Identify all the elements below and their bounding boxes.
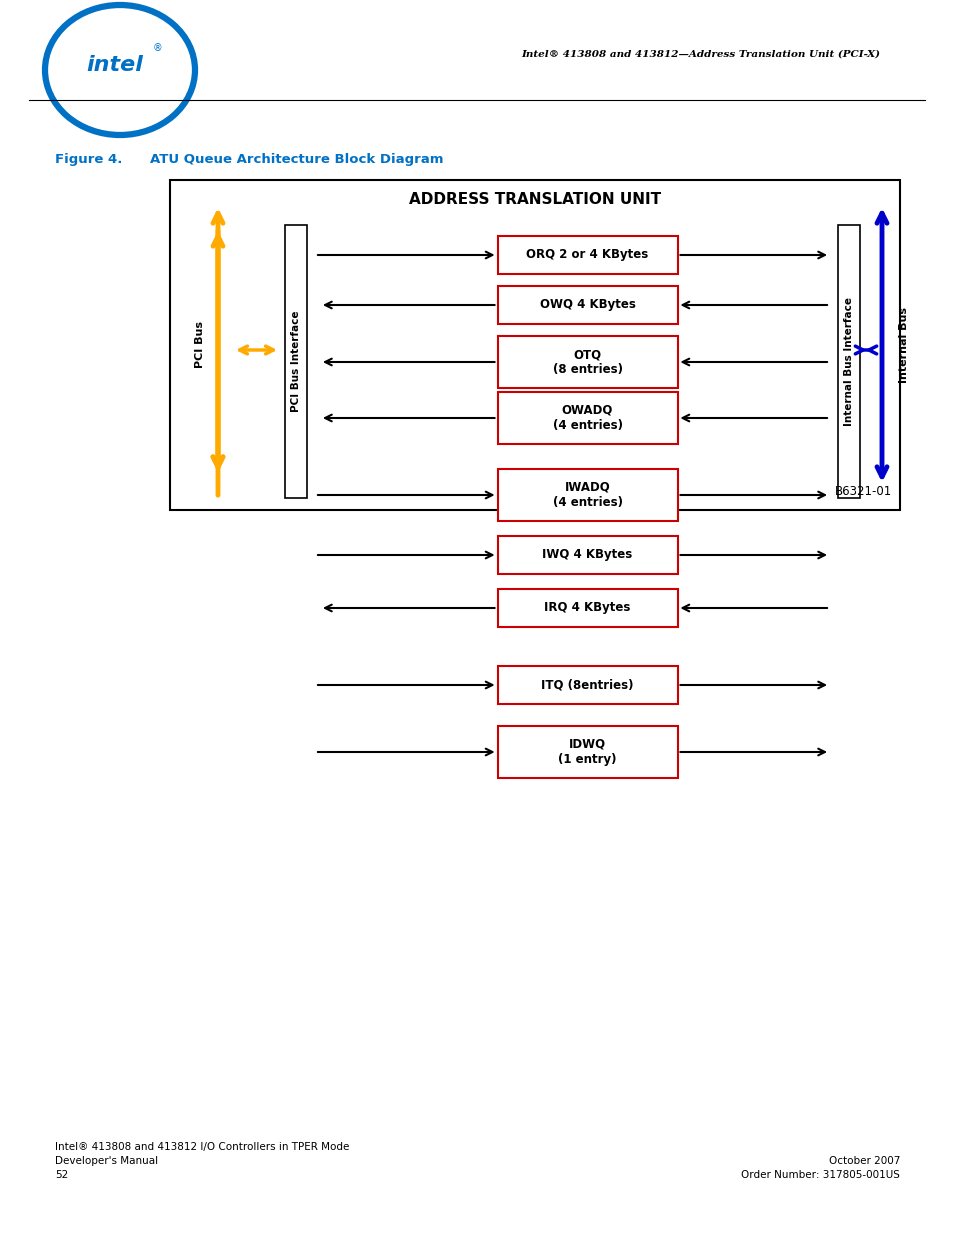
- Text: Figure 4.: Figure 4.: [55, 153, 122, 165]
- Text: ITQ (8entries): ITQ (8entries): [540, 678, 633, 692]
- Bar: [285, 225, 307, 498]
- Text: PCI Bus: PCI Bus: [194, 321, 205, 368]
- FancyBboxPatch shape: [497, 536, 677, 574]
- FancyBboxPatch shape: [497, 726, 677, 778]
- FancyBboxPatch shape: [497, 589, 677, 627]
- Text: OTQ
(8 entries): OTQ (8 entries): [552, 348, 622, 375]
- Text: Internal Bus Interface: Internal Bus Interface: [843, 296, 853, 426]
- Text: Internal Bus: Internal Bus: [898, 308, 908, 383]
- Text: B6321-01: B6321-01: [834, 485, 891, 498]
- FancyBboxPatch shape: [497, 666, 677, 704]
- Text: ®: ®: [153, 43, 163, 53]
- Text: intel: intel: [87, 56, 143, 75]
- Text: ATU Queue Architecture Block Diagram: ATU Queue Architecture Block Diagram: [150, 153, 443, 165]
- Ellipse shape: [60, 20, 180, 120]
- Text: Intel® 413808 and 413812—Address Translation Unit (PCI-X): Intel® 413808 and 413812—Address Transla…: [520, 49, 879, 59]
- FancyBboxPatch shape: [497, 336, 677, 388]
- Text: Intel® 413808 and 413812 I/O Controllers in TPER Mode
Developer's Manual
52: Intel® 413808 and 413812 I/O Controllers…: [55, 1142, 349, 1179]
- FancyBboxPatch shape: [497, 236, 677, 274]
- Text: ADDRESS TRANSLATION UNIT: ADDRESS TRANSLATION UNIT: [409, 191, 660, 207]
- Text: IDWQ
(1 entry): IDWQ (1 entry): [558, 739, 616, 766]
- FancyBboxPatch shape: [497, 469, 677, 521]
- FancyBboxPatch shape: [497, 391, 677, 445]
- Bar: [837, 225, 859, 498]
- FancyBboxPatch shape: [497, 287, 677, 324]
- Text: IWADQ
(4 entries): IWADQ (4 entries): [552, 480, 622, 509]
- Text: IRQ 4 KBytes: IRQ 4 KBytes: [544, 601, 630, 615]
- Text: October 2007
Order Number: 317805-001US: October 2007 Order Number: 317805-001US: [740, 1156, 899, 1179]
- Bar: [170, 180, 899, 510]
- Text: OWADQ
(4 entries): OWADQ (4 entries): [552, 404, 622, 432]
- Text: ORQ 2 or 4 KBytes: ORQ 2 or 4 KBytes: [526, 248, 648, 262]
- Text: IWQ 4 KBytes: IWQ 4 KBytes: [542, 548, 632, 562]
- Text: PCI Bus Interface: PCI Bus Interface: [291, 311, 301, 412]
- Text: OWQ 4 KBytes: OWQ 4 KBytes: [539, 299, 635, 311]
